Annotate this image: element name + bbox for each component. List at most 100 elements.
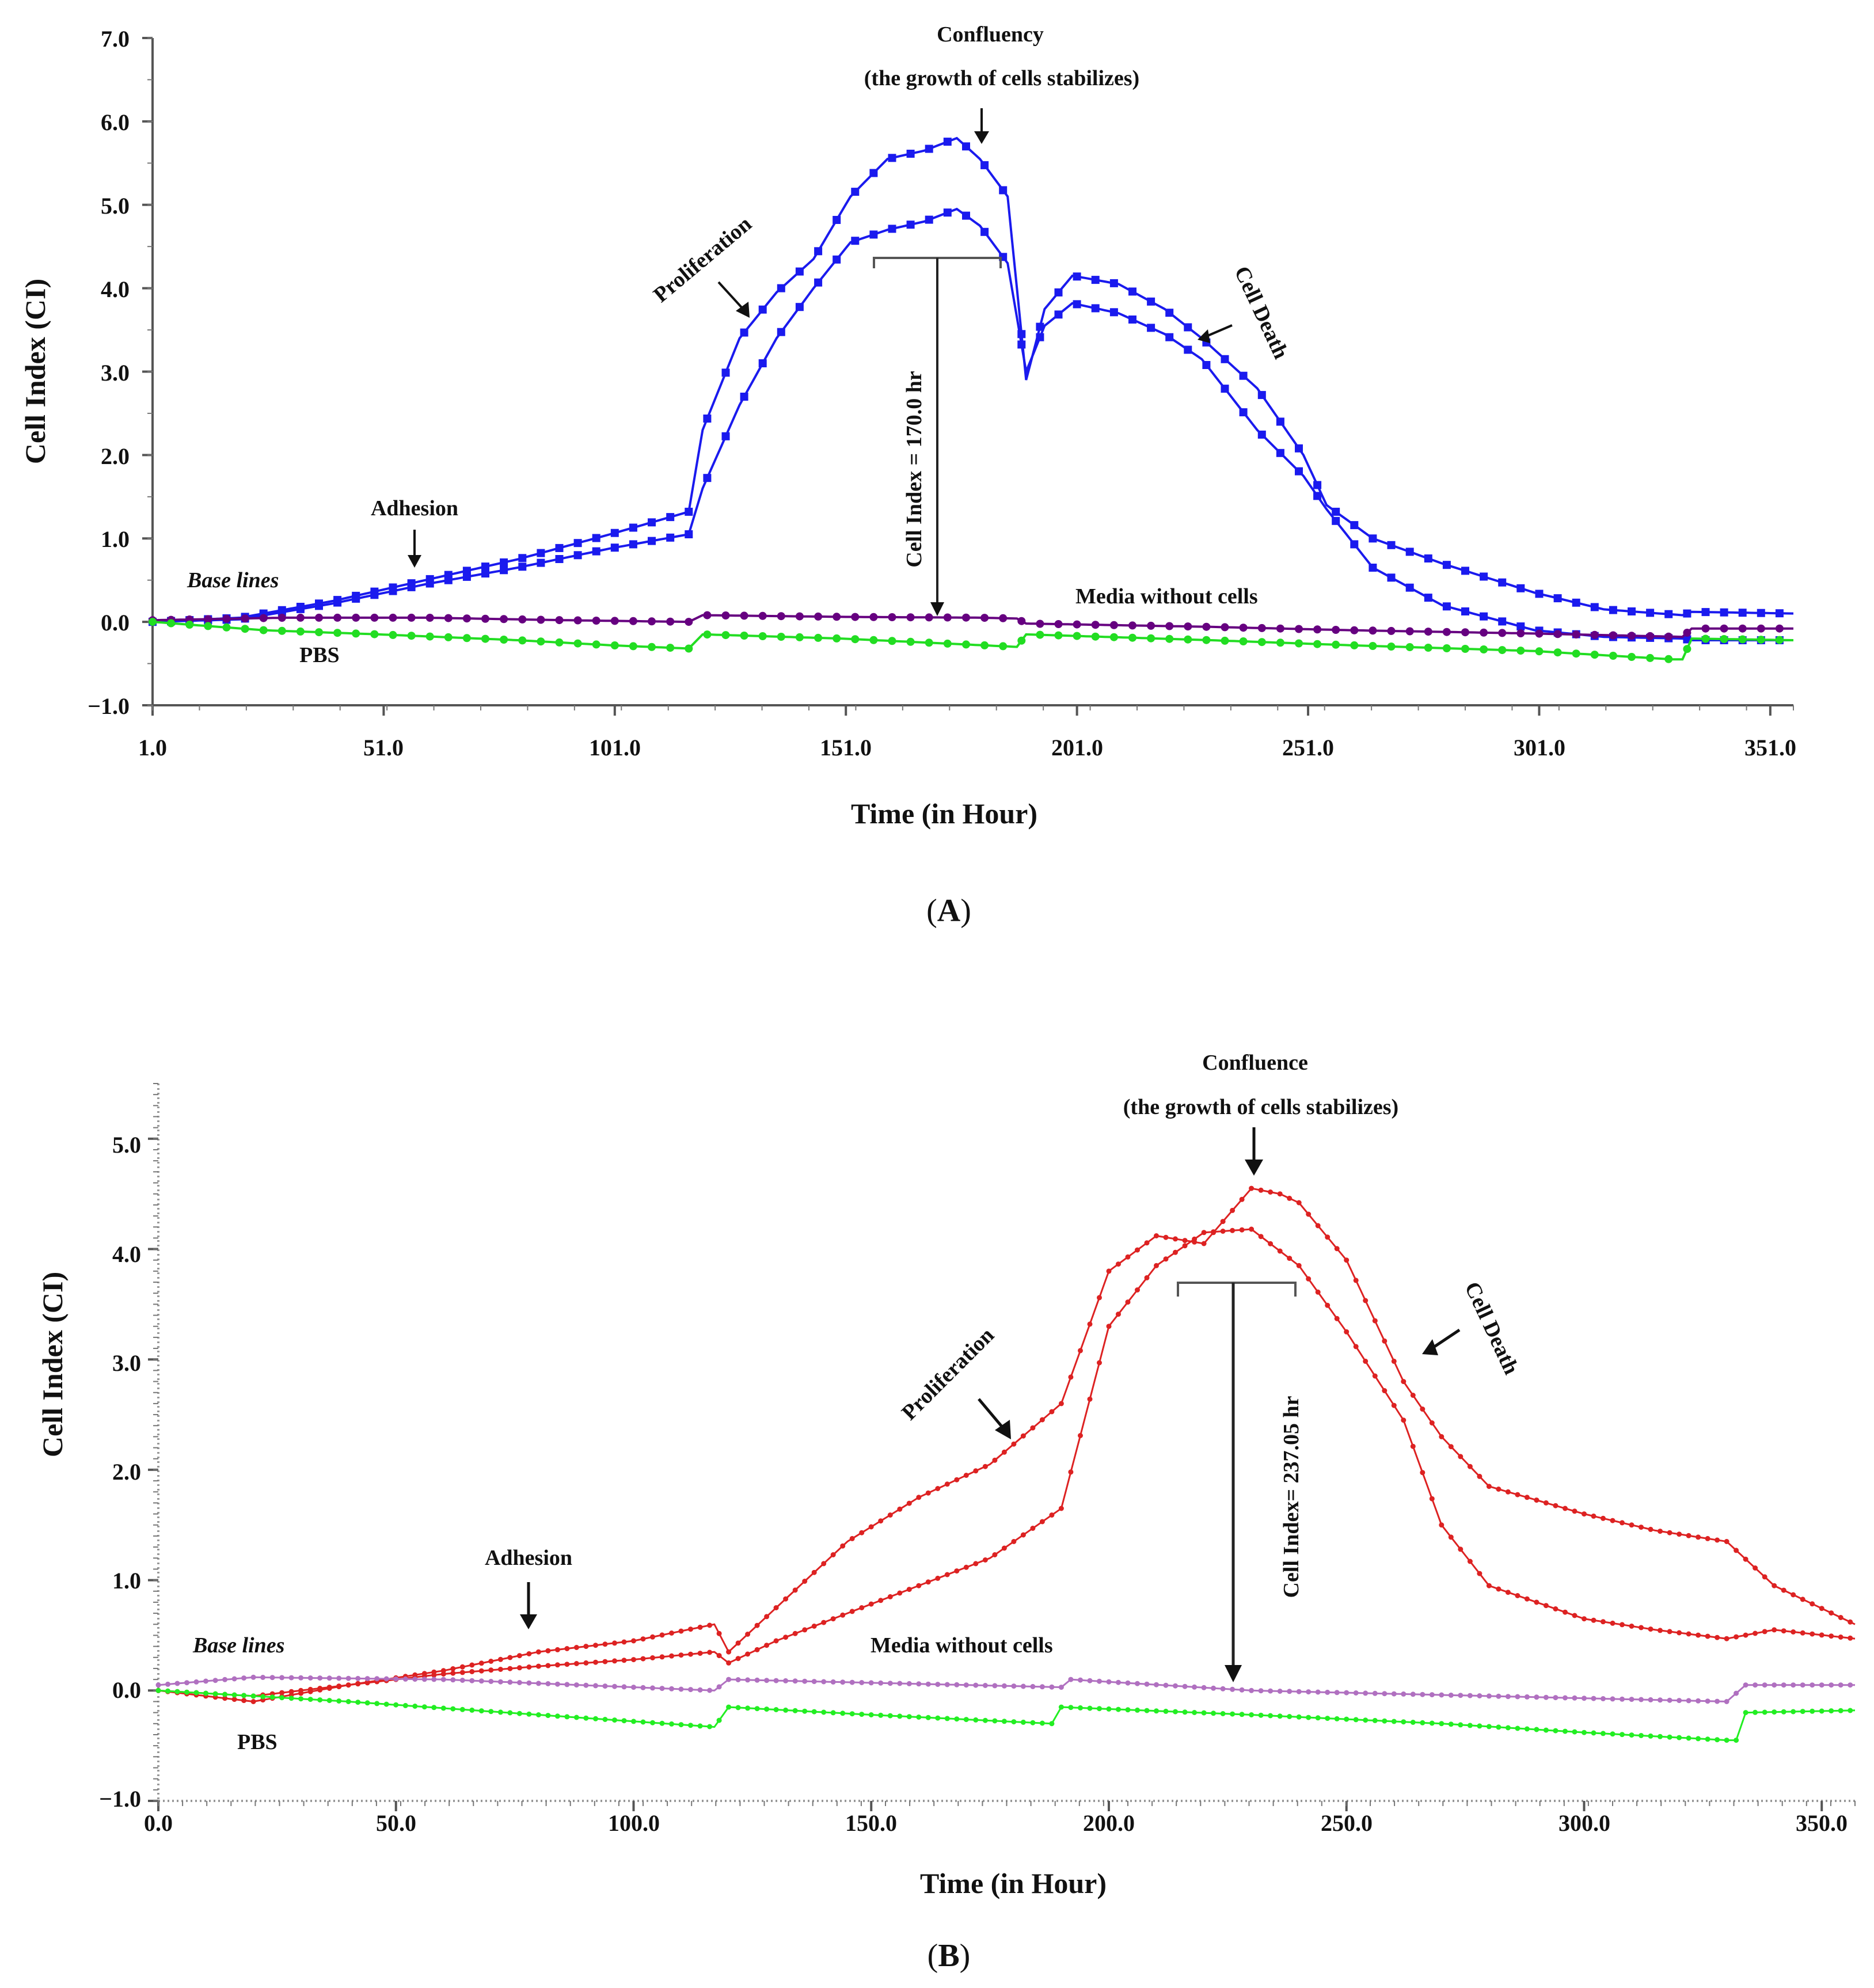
data-point bbox=[992, 1683, 998, 1689]
data-point bbox=[1372, 1717, 1378, 1723]
data-point bbox=[573, 1682, 579, 1688]
data-point bbox=[650, 1685, 655, 1691]
panel-b-close-paren: ) bbox=[960, 1938, 971, 1974]
data-point bbox=[516, 1680, 522, 1685]
data-point bbox=[1202, 622, 1211, 631]
data-point bbox=[212, 1678, 218, 1683]
data-point bbox=[678, 1686, 684, 1692]
data-point bbox=[678, 1652, 684, 1658]
data-point bbox=[497, 1679, 503, 1685]
data-point bbox=[1135, 1247, 1140, 1253]
data-point bbox=[830, 1552, 836, 1557]
data-point bbox=[389, 630, 397, 639]
data-point bbox=[1848, 1619, 1853, 1625]
data-point bbox=[833, 216, 841, 224]
panel-a-y-axis-title: Cell Index (CI) bbox=[19, 279, 51, 464]
data-point bbox=[1810, 1682, 1815, 1688]
proliferation-arrow bbox=[717, 281, 744, 310]
data-point bbox=[716, 1630, 722, 1636]
data-point bbox=[697, 1687, 703, 1693]
data-point bbox=[612, 1717, 617, 1723]
panel-b-x-tick-labels: 0.0 50.0 100.0 150.0 200.0 250.0 300.0 3… bbox=[144, 1810, 1848, 1836]
data-point bbox=[478, 1660, 484, 1666]
data-point bbox=[1097, 1295, 1102, 1301]
data-point bbox=[777, 328, 785, 336]
data-point bbox=[631, 1719, 636, 1724]
data-point bbox=[735, 1705, 741, 1710]
data-point bbox=[1410, 1691, 1416, 1697]
data-point bbox=[1701, 608, 1710, 617]
data-point bbox=[1058, 1685, 1064, 1690]
data-point bbox=[1448, 1721, 1454, 1727]
data-point bbox=[1068, 1469, 1074, 1475]
media-label-b: Media without cells bbox=[871, 1633, 1053, 1658]
data-point bbox=[573, 639, 582, 648]
data-point bbox=[830, 1616, 836, 1622]
data-point bbox=[554, 1647, 560, 1652]
data-point bbox=[1276, 624, 1284, 633]
data-point bbox=[795, 612, 804, 621]
data-point bbox=[1819, 1632, 1824, 1638]
data-point bbox=[1563, 1506, 1568, 1511]
data-point bbox=[1458, 1722, 1464, 1728]
data-point bbox=[278, 608, 286, 617]
data-point bbox=[1658, 1529, 1663, 1534]
data-point bbox=[1054, 310, 1063, 319]
data-point bbox=[685, 618, 693, 626]
cell-death-label-b: Cell Death bbox=[1459, 1278, 1523, 1378]
data-point bbox=[621, 1718, 627, 1724]
data-point bbox=[1442, 628, 1451, 636]
data-point bbox=[935, 1682, 941, 1687]
data-point bbox=[1163, 1234, 1169, 1240]
data-point bbox=[583, 1644, 589, 1649]
data-point bbox=[1332, 507, 1340, 516]
data-point bbox=[298, 1690, 304, 1696]
x-tick-label: 300.0 bbox=[1559, 1810, 1610, 1836]
data-point bbox=[1705, 1535, 1710, 1541]
pbs-label: PBS bbox=[299, 643, 340, 667]
data-point bbox=[1819, 1708, 1824, 1714]
data-point bbox=[1543, 1694, 1549, 1700]
data-point bbox=[317, 1697, 323, 1703]
x-tick-label: 250.0 bbox=[1321, 1810, 1373, 1836]
data-point bbox=[1781, 1682, 1786, 1688]
data-point bbox=[1154, 1682, 1159, 1687]
data-point bbox=[1382, 1718, 1388, 1724]
data-point bbox=[1648, 1697, 1653, 1702]
data-point bbox=[688, 1723, 693, 1728]
data-point bbox=[1296, 1200, 1302, 1206]
series-cells-replicate-2 bbox=[149, 207, 1793, 644]
data-point bbox=[167, 619, 176, 628]
data-point bbox=[1135, 1287, 1140, 1293]
data-point bbox=[1313, 481, 1322, 489]
data-point bbox=[1646, 632, 1655, 640]
data-point bbox=[444, 576, 453, 584]
data-point bbox=[431, 1669, 437, 1675]
cell-index-label: Cell Index = 170.0 hr bbox=[902, 371, 926, 568]
data-point bbox=[795, 267, 804, 276]
data-point bbox=[1439, 1692, 1445, 1698]
data-point bbox=[1276, 638, 1284, 647]
y-tick-label: 1.0 bbox=[112, 1568, 141, 1594]
data-point bbox=[1516, 584, 1525, 592]
data-point bbox=[1211, 1230, 1217, 1236]
data-point bbox=[925, 613, 933, 622]
data-point bbox=[1257, 624, 1266, 632]
data-point bbox=[440, 1677, 446, 1682]
data-point bbox=[1591, 1513, 1596, 1519]
data-point bbox=[1610, 1731, 1615, 1737]
data-point bbox=[431, 1705, 437, 1710]
data-point bbox=[716, 1653, 722, 1659]
data-point bbox=[897, 1713, 903, 1719]
data-point bbox=[241, 1698, 247, 1704]
data-point bbox=[1664, 632, 1673, 641]
data-point bbox=[1534, 1497, 1540, 1503]
data-point bbox=[1144, 1240, 1150, 1246]
data-point bbox=[1135, 1681, 1140, 1686]
data-point bbox=[773, 1605, 779, 1610]
panel-b-chart: −1.0 0.0 1.0 2.0 3.0 4.0 5.0 0.0 50.0 10… bbox=[36, 1051, 1856, 1974]
data-point bbox=[507, 1655, 513, 1660]
data-point bbox=[1715, 1698, 1720, 1704]
data-point bbox=[333, 598, 342, 607]
panel-a-chart: −1.0 0.0 1.0 2.0 3.0 4.0 5.0 6.0 7.0 1.0… bbox=[19, 22, 1796, 929]
